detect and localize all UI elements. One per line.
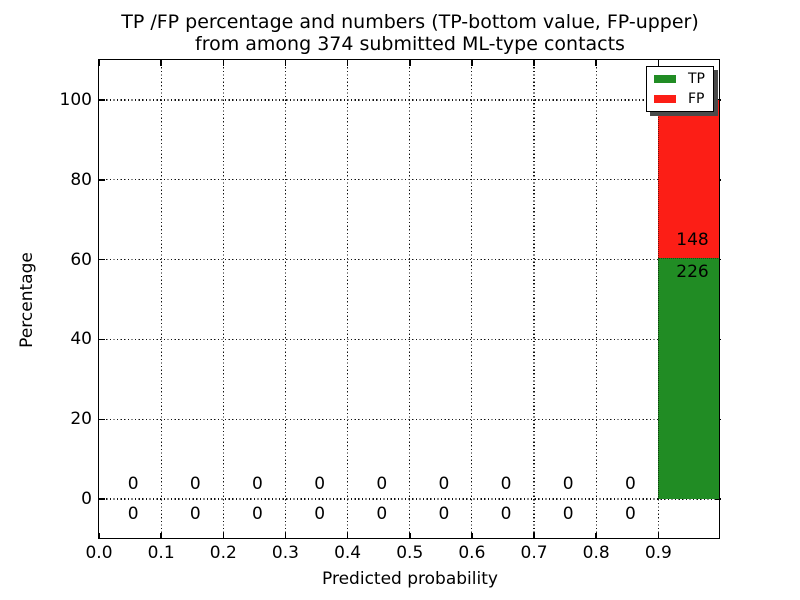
- legend-row: TP: [654, 72, 713, 86]
- gridline-horizontal: [99, 179, 721, 181]
- zero-count-label-fp: 0: [252, 474, 263, 495]
- zero-count-label-fp: 0: [314, 474, 326, 495]
- gridline-vertical: [409, 60, 411, 539]
- x-tick-mark-top: [284, 60, 287, 66]
- y-tick-mark: [99, 498, 105, 500]
- x-tick-label: 0.9: [644, 543, 672, 563]
- y-tick-mark: [99, 99, 105, 101]
- x-tick-label: 0.6: [458, 543, 486, 563]
- x-tick-mark-top: [657, 60, 660, 66]
- y-tick-label: 60: [70, 249, 92, 270]
- bar-segment-tp: [658, 257, 721, 500]
- gridline-vertical: [471, 60, 473, 539]
- gridline-horizontal: [99, 99, 721, 101]
- x-tick-label: 0.8: [582, 543, 610, 563]
- x-tick-label: 0.2: [209, 543, 237, 563]
- x-tick-mark: [284, 533, 287, 539]
- x-tick-label: 0.7: [520, 543, 548, 563]
- gridline-vertical: [160, 60, 162, 539]
- y-tick-label: 100: [59, 89, 92, 110]
- legend-swatch: [654, 94, 676, 103]
- x-tick-mark: [595, 533, 597, 539]
- legend-label: TP: [688, 71, 705, 88]
- zero-count-label-tp: 0: [189, 503, 201, 524]
- x-tick-mark-top: [222, 60, 225, 66]
- y-tick-mark: [99, 258, 105, 261]
- zero-count-label-fp: 0: [127, 474, 139, 495]
- gridline-horizontal: [99, 498, 721, 500]
- x-tick-mark: [471, 533, 473, 539]
- x-tick-mark-top: [533, 60, 535, 66]
- y-tick-label: 40: [70, 329, 92, 350]
- chart-title: TP /FP percentage and numbers (TP-bottom…: [99, 11, 721, 55]
- zero-count-label-fp: 0: [624, 474, 636, 495]
- x-tick-mark-top: [160, 60, 162, 66]
- zero-count-label-fp: 0: [562, 474, 574, 495]
- count-label-fp: 148: [676, 230, 709, 251]
- bar-segment-fp: [658, 99, 721, 258]
- count-label-tp: 226: [676, 261, 709, 282]
- zero-count-label-tp: 0: [438, 503, 450, 524]
- x-tick-mark: [657, 533, 660, 539]
- gridline-horizontal: [99, 258, 721, 261]
- x-tick-label: 0.4: [334, 543, 362, 563]
- x-tick-mark: [160, 533, 162, 539]
- zero-count-label-tp: 0: [252, 503, 263, 524]
- legend-swatch: [654, 75, 676, 84]
- x-tick-mark-top: [98, 60, 100, 66]
- y-tick-label: 20: [70, 409, 92, 430]
- chart-title-line-2: from among 374 submitted ML-type contact…: [195, 33, 625, 55]
- plot-area: [99, 60, 719, 537]
- zero-count-label-tp: 0: [314, 503, 326, 524]
- y-tick-label: 0: [81, 489, 92, 510]
- legend-row: FP: [654, 92, 713, 106]
- x-tick-mark-top: [409, 60, 411, 66]
- x-tick-mark-top: [595, 60, 597, 66]
- zero-count-label-fp: 0: [500, 474, 512, 495]
- zero-count-label-fp: 0: [438, 474, 450, 495]
- zero-count-label-tp: 0: [562, 503, 574, 524]
- y-tick-mark-right: [714, 498, 721, 500]
- zero-count-label-fp: 0: [189, 474, 201, 495]
- gridline-horizontal: [99, 418, 721, 420]
- y-tick-mark: [99, 179, 105, 181]
- x-tick-label: 0.5: [396, 543, 424, 563]
- x-tick-label: 0.1: [147, 543, 175, 563]
- zero-count-label-tp: 0: [376, 503, 388, 524]
- x-tick-mark: [222, 533, 225, 539]
- x-tick-mark-top: [471, 60, 473, 66]
- x-tick-mark-top: [346, 60, 349, 66]
- legend: TP FP: [646, 66, 714, 112]
- chart-title-line-1: TP /FP percentage and numbers (TP-bottom…: [121, 11, 699, 33]
- x-axis-label: Predicted probability: [322, 569, 498, 589]
- x-tick-label: 0.3: [271, 543, 299, 563]
- y-axis-label: Percentage: [17, 252, 37, 348]
- gridline-vertical: [222, 60, 224, 539]
- gridline-vertical: [533, 60, 535, 539]
- x-tick-mark: [98, 533, 100, 539]
- zero-count-label-fp: 0: [376, 474, 388, 495]
- legend-label: FP: [688, 90, 705, 107]
- x-tick-label: 0.0: [85, 543, 113, 563]
- zero-count-label-tp: 0: [127, 503, 139, 524]
- x-tick-mark: [409, 533, 411, 539]
- y-tick-label: 80: [70, 169, 92, 190]
- gridline-vertical: [347, 60, 349, 539]
- x-tick-mark: [533, 533, 535, 539]
- zero-count-label-tp: 0: [624, 503, 636, 524]
- gridline-vertical: [284, 60, 287, 539]
- gridline-horizontal: [99, 338, 721, 340]
- gridline-vertical: [595, 60, 597, 539]
- zero-count-label-tp: 0: [500, 503, 512, 524]
- x-tick-mark: [346, 533, 349, 539]
- y-tick-mark: [99, 338, 105, 341]
- y-tick-mark: [99, 418, 105, 420]
